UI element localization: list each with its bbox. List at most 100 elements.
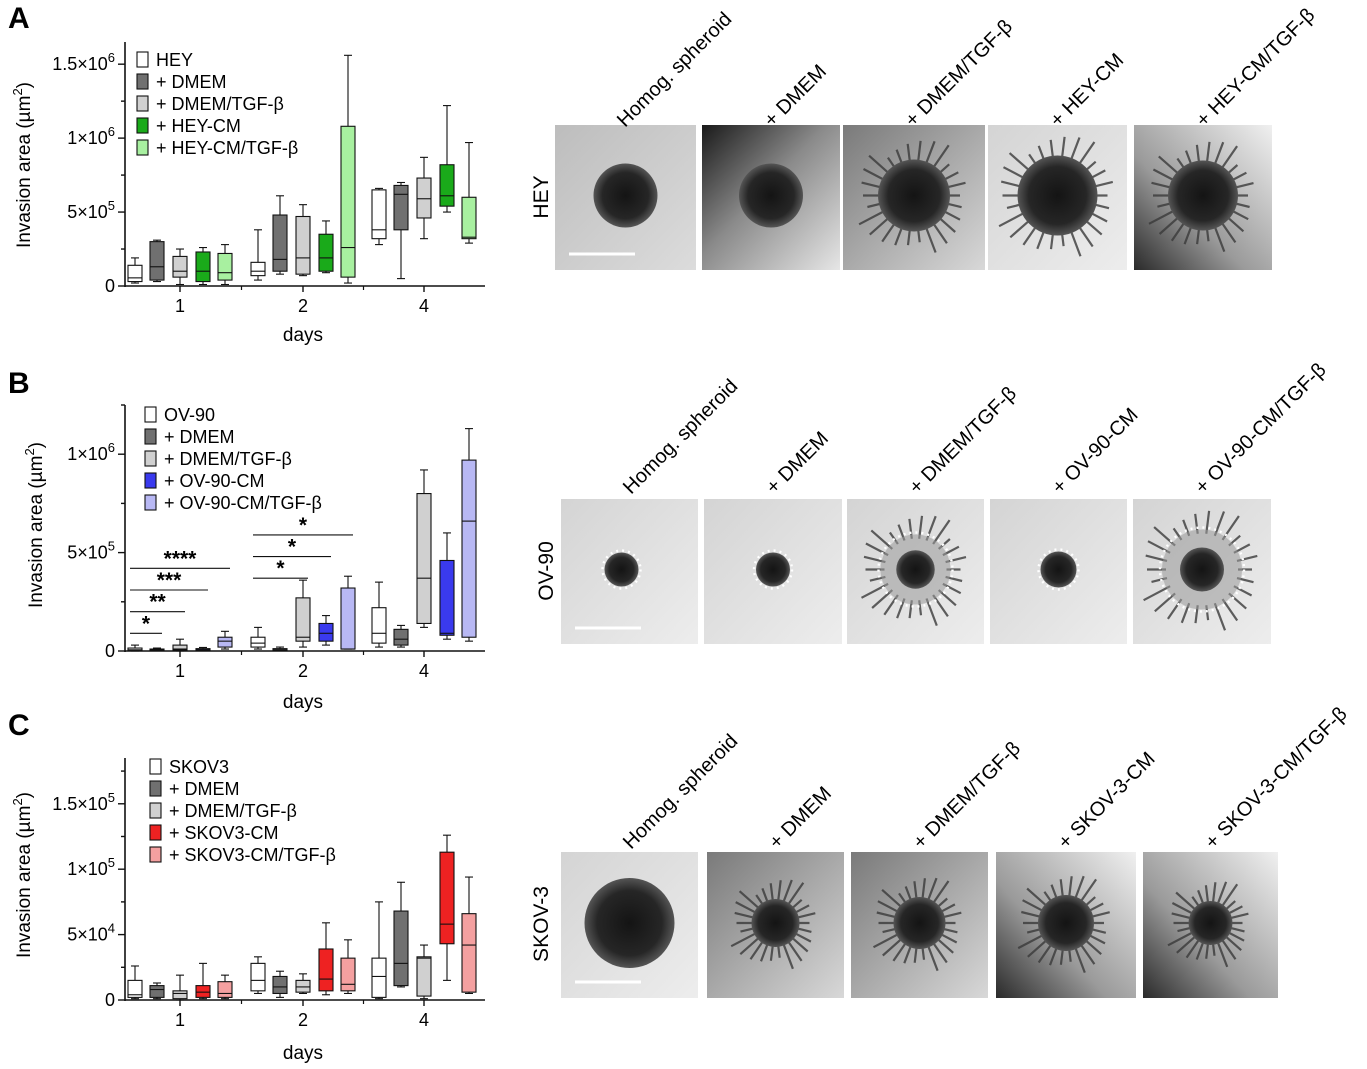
box-iqr <box>340 125 356 278</box>
micrograph-5 <box>1134 125 1272 270</box>
legend-label: + DMEM <box>156 72 227 92</box>
y-tick-label: 5×105 <box>67 539 115 563</box>
box-iqr <box>439 559 455 636</box>
box-iqr <box>272 214 288 272</box>
box-3-day-2 <box>295 579 311 648</box>
legend-label: HEY <box>156 50 193 70</box>
micrograph-label: + OV-90-CM/TGF-β <box>1191 359 1331 499</box>
y-axis-label-superscript: 2 <box>22 448 37 455</box>
micrograph-label: + OV-90-CM <box>1048 404 1143 499</box>
micrograph-1 <box>561 852 698 998</box>
y-tick-exponent: 6 <box>108 440 115 455</box>
y-tick-label: 0 <box>105 641 115 661</box>
spheroid <box>878 159 950 232</box>
box-iqr <box>461 459 477 638</box>
box-iqr <box>416 956 432 997</box>
legend-swatch <box>136 51 149 68</box>
micrograph-label: + HEY-CM/TGF-β <box>1192 4 1319 131</box>
box-2-day-2 <box>272 970 288 998</box>
x-tick-label: 1 <box>175 661 185 681</box>
y-tick-exponent: 5 <box>108 539 115 554</box>
micrograph-2 <box>702 125 840 270</box>
box-4-day-2 <box>318 615 334 646</box>
box-iqr <box>340 957 356 992</box>
box-5-day-4 <box>461 876 477 995</box>
box-4-day-4 <box>439 105 455 213</box>
invasion-outline <box>877 531 954 608</box>
box-iqr <box>172 644 188 651</box>
significance-bracket: ** <box>130 591 185 614</box>
legend-label: + DMEM/TGF-β <box>156 94 284 114</box>
legend-swatch <box>136 95 149 112</box>
box-1-day-2 <box>250 229 266 281</box>
y-tick-label: 5×105 <box>67 198 115 222</box>
legend-label: + SKOV3-CM <box>169 823 279 843</box>
invasion-outline <box>601 549 642 590</box>
significance-bracket: **** <box>130 547 230 570</box>
panel-letter: B <box>8 367 30 400</box>
legend-label: + HEY-CM/TGF-β <box>156 138 298 158</box>
box-3-day-1 <box>172 248 188 286</box>
y-tick-label: 1×106 <box>67 124 115 148</box>
box-5-day-1 <box>217 244 233 286</box>
spheroid <box>1180 547 1224 592</box>
significance-stars: * <box>142 612 151 635</box>
micrograph-label: + SKOV-3-CM/TGF-β <box>1201 703 1352 854</box>
box-1-day-1 <box>127 965 143 1000</box>
invasion-outline <box>1037 548 1080 591</box>
invasion-outline <box>1158 526 1246 613</box>
y-tick-label: 0 <box>105 990 115 1010</box>
y-axis-label-superscript: 2 <box>10 798 25 805</box>
box-iqr <box>461 196 477 240</box>
y-tick-mantissa: 0 <box>105 990 115 1010</box>
box-1-day-2 <box>250 626 266 650</box>
y-axis-label-close: ) <box>14 792 35 798</box>
legend-label: + OV-90-CM <box>164 471 265 491</box>
y-tick-exponent: 6 <box>108 124 115 139</box>
spheroid-sprouts <box>730 879 816 970</box>
legend: SKOV3+ DMEM+ DMEM/TGF-β+ SKOV3-CM+ SKOV3… <box>149 757 336 865</box>
legend-swatch <box>149 846 162 863</box>
box-5-day-2 <box>340 575 356 650</box>
micrograph-label: + HEY-CM <box>1046 49 1128 131</box>
micrograph-label: + DMEM <box>762 428 833 499</box>
significance-bracket: * <box>130 612 162 635</box>
significance-bracket: * <box>253 514 353 537</box>
y-tick-label: 0 <box>105 276 115 296</box>
box-1-day-4 <box>371 901 387 1000</box>
significance-stars: **** <box>164 547 198 570</box>
x-tick-label: 4 <box>419 1010 429 1030</box>
significance-bracket: * <box>253 536 331 559</box>
box-3-day-2 <box>295 973 311 995</box>
micrograph-1 <box>555 125 696 270</box>
micrograph-3 <box>851 852 988 998</box>
box-iqr <box>250 962 266 992</box>
legend-swatch <box>149 780 162 797</box>
significance-stars: * <box>288 536 297 559</box>
box-4-day-2 <box>318 922 334 996</box>
box-3-day-4 <box>416 156 432 240</box>
box-4-day-2 <box>318 220 334 274</box>
x-tick-label: 2 <box>298 661 308 681</box>
micrograph-label: + DMEM <box>765 783 836 854</box>
spheroid <box>1188 901 1233 945</box>
box-iqr <box>127 264 143 283</box>
spheroid-sprouts <box>1017 875 1110 973</box>
legend-label: + DMEM/TGF-β <box>169 801 297 821</box>
y-tick-mantissa: 5×10 <box>67 925 108 945</box>
invasion-outline <box>752 549 794 590</box>
spheroid <box>893 897 946 949</box>
box-2-day-4 <box>393 624 409 648</box>
y-axis-label-text: Invasion area (µm <box>26 456 47 608</box>
box-iqr <box>439 851 455 945</box>
micrograph-label: + DMEM/TGF-β <box>909 738 1025 854</box>
box-iqr <box>371 189 387 240</box>
micrograph-label: + DMEM <box>760 61 831 132</box>
x-tick-label: 1 <box>175 296 185 316</box>
y-tick-mantissa: 1×10 <box>67 859 108 879</box>
x-tick-label: 2 <box>298 1010 308 1030</box>
row-label: OV-90 <box>535 541 558 601</box>
